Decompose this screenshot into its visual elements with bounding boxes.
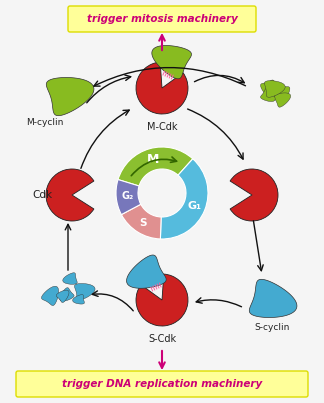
Wedge shape bbox=[118, 147, 193, 186]
Polygon shape bbox=[264, 81, 285, 97]
Text: G₁: G₁ bbox=[188, 201, 202, 211]
Polygon shape bbox=[127, 255, 166, 288]
Text: M: M bbox=[146, 153, 159, 166]
Polygon shape bbox=[75, 284, 95, 300]
Polygon shape bbox=[249, 279, 297, 318]
FancyBboxPatch shape bbox=[68, 6, 256, 32]
Polygon shape bbox=[60, 288, 74, 301]
Wedge shape bbox=[160, 159, 208, 239]
Text: S: S bbox=[140, 218, 147, 228]
Polygon shape bbox=[260, 89, 275, 102]
Text: M-Cdk: M-Cdk bbox=[147, 122, 177, 132]
Polygon shape bbox=[152, 46, 191, 79]
Wedge shape bbox=[136, 274, 188, 326]
Wedge shape bbox=[122, 204, 161, 239]
Text: Cdk: Cdk bbox=[32, 190, 52, 200]
Polygon shape bbox=[56, 290, 69, 303]
Text: M-cyclin: M-cyclin bbox=[26, 118, 64, 127]
Polygon shape bbox=[274, 93, 291, 107]
Text: trigger DNA replication machinery: trigger DNA replication machinery bbox=[62, 379, 262, 389]
Text: trigger mitosis machinery: trigger mitosis machinery bbox=[87, 14, 237, 24]
Polygon shape bbox=[63, 273, 77, 284]
Polygon shape bbox=[73, 295, 84, 304]
Wedge shape bbox=[46, 169, 94, 221]
FancyBboxPatch shape bbox=[16, 371, 308, 397]
Text: S-Cdk: S-Cdk bbox=[148, 334, 176, 344]
Wedge shape bbox=[230, 169, 278, 221]
Polygon shape bbox=[46, 77, 94, 116]
Text: G₂: G₂ bbox=[121, 191, 133, 202]
Polygon shape bbox=[277, 85, 290, 101]
Polygon shape bbox=[260, 80, 276, 99]
Text: S-cyclin: S-cyclin bbox=[254, 323, 290, 332]
Wedge shape bbox=[136, 62, 188, 114]
Wedge shape bbox=[116, 180, 141, 214]
Polygon shape bbox=[41, 286, 59, 305]
